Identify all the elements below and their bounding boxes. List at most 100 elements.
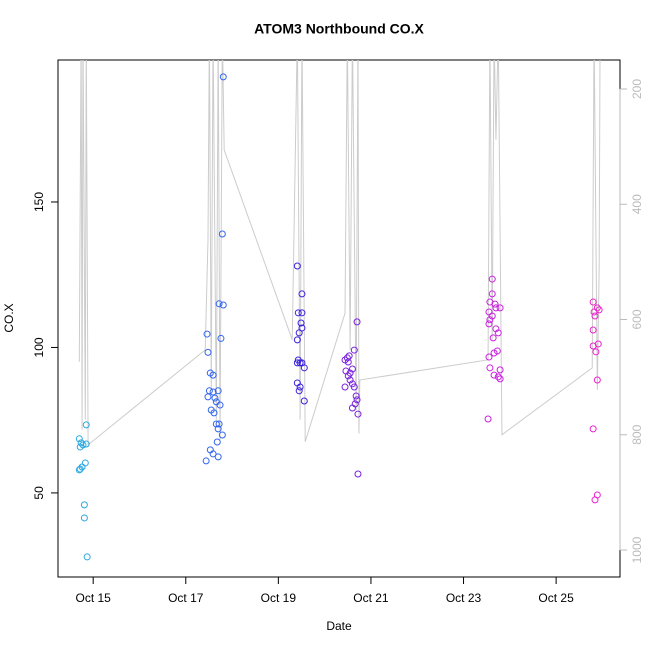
point xyxy=(490,371,498,379)
point xyxy=(210,409,218,417)
point xyxy=(297,319,305,327)
point xyxy=(589,298,597,306)
point xyxy=(485,353,493,361)
plot-frame xyxy=(57,59,621,578)
point xyxy=(496,304,504,312)
point xyxy=(348,404,356,412)
point xyxy=(75,435,83,443)
point xyxy=(214,387,222,395)
point xyxy=(591,312,599,320)
point xyxy=(484,415,492,423)
x-tick-label: Oct 19 xyxy=(261,591,297,605)
point xyxy=(341,383,349,391)
y2-tick-label: 400 xyxy=(630,194,644,214)
point xyxy=(353,396,361,404)
point xyxy=(595,306,603,314)
point xyxy=(293,336,301,344)
point xyxy=(213,438,221,446)
point xyxy=(344,372,352,380)
point xyxy=(488,275,496,283)
point xyxy=(348,365,356,373)
point xyxy=(77,439,85,447)
y2-tick-label: 1000 xyxy=(630,536,644,563)
point xyxy=(203,330,211,338)
point xyxy=(218,230,226,238)
point xyxy=(215,420,223,428)
x-tick-label: Oct 23 xyxy=(446,591,482,605)
point xyxy=(485,320,493,328)
point xyxy=(346,376,354,384)
point xyxy=(350,346,358,354)
y2-tick-label: 800 xyxy=(630,424,644,444)
point xyxy=(485,308,493,316)
point xyxy=(209,371,217,379)
point xyxy=(216,401,224,409)
point xyxy=(494,329,502,337)
point xyxy=(75,466,83,474)
point xyxy=(215,300,223,308)
point xyxy=(82,421,90,429)
x-tick-label: Oct 17 xyxy=(168,591,204,605)
point xyxy=(209,388,217,396)
point xyxy=(219,301,227,309)
point xyxy=(300,397,308,405)
point xyxy=(343,354,351,362)
chart-title: ATOM3 Northbound CO.X xyxy=(254,21,424,37)
point xyxy=(214,425,222,433)
point xyxy=(492,325,500,333)
x-axis-label: Date xyxy=(326,619,352,633)
point xyxy=(295,387,303,395)
point xyxy=(214,453,222,461)
y2-tick-label: 600 xyxy=(630,309,644,329)
point xyxy=(79,441,87,449)
point xyxy=(486,364,494,372)
y-tick-label: 50 xyxy=(32,486,46,500)
point xyxy=(488,290,496,298)
point xyxy=(592,348,600,356)
point xyxy=(209,450,217,458)
point xyxy=(353,318,361,326)
y-tick-label: 100 xyxy=(32,337,46,357)
point xyxy=(496,375,504,383)
point xyxy=(82,440,90,448)
point xyxy=(202,457,210,465)
point xyxy=(494,373,502,381)
point xyxy=(589,342,597,350)
point xyxy=(300,364,308,372)
point xyxy=(293,359,301,367)
y2-tick-label: 200 xyxy=(630,79,644,99)
point xyxy=(295,329,303,337)
point xyxy=(352,392,360,400)
point xyxy=(83,553,91,561)
series-line xyxy=(78,60,601,446)
point xyxy=(496,366,504,374)
point xyxy=(593,376,601,384)
point xyxy=(354,470,362,478)
point xyxy=(219,73,227,81)
point xyxy=(491,300,499,308)
point xyxy=(589,425,597,433)
point xyxy=(489,334,497,342)
point xyxy=(296,359,304,367)
point xyxy=(350,383,358,391)
point xyxy=(80,514,88,522)
point xyxy=(589,326,597,334)
y-tick-label: 150 xyxy=(32,192,46,212)
point xyxy=(204,348,212,356)
plot-area xyxy=(75,60,603,561)
x-tick-label: Oct 21 xyxy=(353,591,389,605)
point xyxy=(204,393,212,401)
point xyxy=(294,309,302,317)
x-tick-label: Oct 25 xyxy=(538,591,574,605)
point xyxy=(217,334,225,342)
y-axis-label: CO.X xyxy=(2,303,16,332)
point xyxy=(354,410,362,418)
x-tick-label: Oct 15 xyxy=(76,591,112,605)
point xyxy=(296,383,304,391)
point xyxy=(205,387,213,395)
point xyxy=(298,290,306,298)
point xyxy=(293,262,301,270)
point xyxy=(344,358,352,366)
point xyxy=(490,349,498,357)
